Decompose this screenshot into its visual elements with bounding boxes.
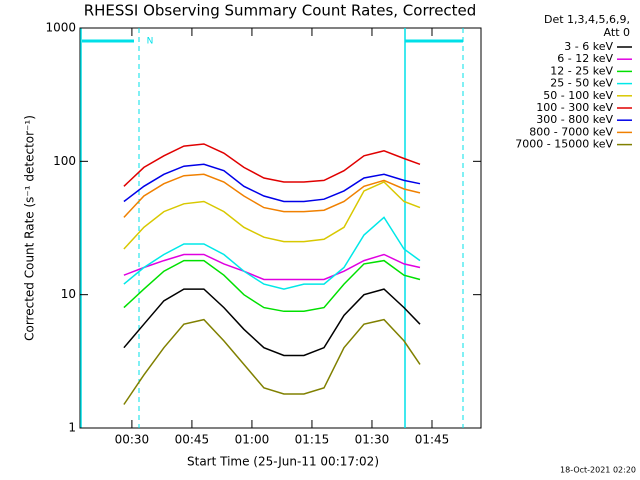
series-line bbox=[123, 318, 421, 405]
legend-title: Det 1,3,4,5,6,9, bbox=[544, 13, 630, 26]
x-tick-label: 01:30 bbox=[355, 433, 390, 447]
x-tick-label: 00:30 bbox=[115, 433, 150, 447]
x-tick-label: 01:45 bbox=[415, 433, 450, 447]
attenuator-markers bbox=[80, 28, 464, 428]
legend-label: 800 - 7000 keV bbox=[529, 125, 613, 138]
x-axis-label: Start Time (25-Jun-11 00:17:02) bbox=[187, 455, 379, 469]
series-line bbox=[123, 181, 421, 250]
footer: 18-Oct-2021 02:20 bbox=[560, 466, 636, 475]
legend-title: Att 0 bbox=[604, 26, 630, 39]
y-tick-label: 100 bbox=[53, 154, 76, 168]
legend-label: 50 - 100 keV bbox=[543, 89, 613, 102]
y-axis-label: Corrected Count Rate (s⁻¹ detector⁻¹) bbox=[23, 115, 37, 341]
series-line bbox=[123, 163, 421, 203]
annotation: N bbox=[147, 37, 154, 47]
y-tick-label: 10 bbox=[61, 287, 76, 301]
legend-label: 6 - 12 keV bbox=[557, 52, 613, 65]
chart-title: RHESSI Observing Summary Count Rates, Co… bbox=[84, 2, 477, 20]
legend-label: 100 - 300 keV bbox=[536, 101, 613, 114]
y-tick-label: 1000 bbox=[45, 21, 76, 35]
series-line bbox=[123, 288, 421, 357]
y-tick-label: 1 bbox=[68, 421, 76, 435]
series-line bbox=[123, 143, 421, 187]
series-line bbox=[123, 259, 421, 313]
x-tick-label: 00:45 bbox=[175, 433, 210, 447]
x-tick-label: 01:00 bbox=[235, 433, 270, 447]
series-line bbox=[123, 253, 421, 281]
legend-label: 3 - 6 keV bbox=[564, 40, 613, 53]
legend-label: 12 - 25 keV bbox=[550, 64, 613, 77]
legend-label: 25 - 50 keV bbox=[550, 77, 613, 90]
series-line bbox=[123, 216, 421, 290]
legend-label: 7000 - 15000 keV bbox=[515, 138, 613, 151]
series-line bbox=[123, 173, 421, 218]
x-tick-label: 01:15 bbox=[295, 433, 330, 447]
plot-frame bbox=[79, 27, 482, 429]
legend-label: 300 - 800 keV bbox=[536, 113, 613, 126]
